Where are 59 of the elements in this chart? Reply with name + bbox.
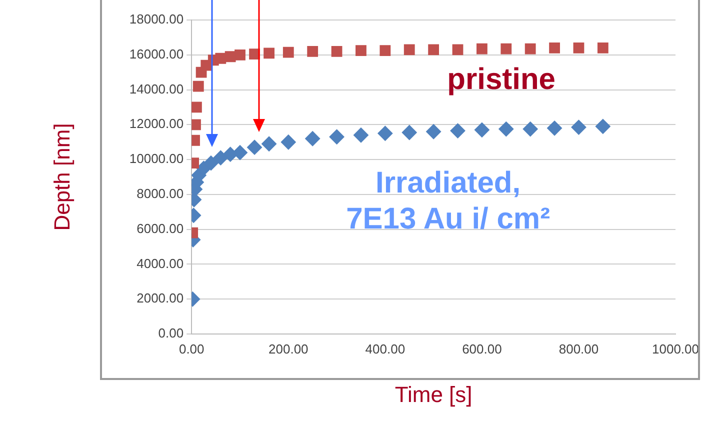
x-axis-title: Time [s] bbox=[394, 382, 472, 407]
y-tick-label: 12000.00 bbox=[129, 116, 184, 132]
point bbox=[331, 46, 342, 57]
point bbox=[452, 44, 464, 56]
point bbox=[426, 124, 442, 140]
point bbox=[192, 102, 202, 113]
point bbox=[247, 140, 262, 155]
y-tick-label: 6000.00 bbox=[136, 220, 184, 236]
point bbox=[305, 131, 320, 146]
x-tick-label: 0.00 bbox=[178, 341, 204, 356]
y-tick-label: 2000.00 bbox=[136, 290, 184, 306]
point bbox=[353, 128, 368, 143]
y-tick-label: 0.00 bbox=[158, 326, 184, 341]
y-tick-label: 18000.00 bbox=[129, 12, 184, 27]
series-label: Irradiated, 7E13 Au i/ cm² bbox=[346, 166, 550, 236]
y-tick-label: 16000.00 bbox=[129, 46, 184, 62]
point bbox=[224, 51, 236, 62]
point bbox=[203, 156, 218, 171]
y-tick-label: 14000.00 bbox=[129, 81, 184, 96]
point bbox=[476, 43, 488, 54]
point bbox=[234, 49, 246, 60]
point bbox=[597, 42, 608, 54]
series-label: pristine bbox=[447, 63, 556, 96]
point bbox=[282, 46, 294, 58]
point bbox=[524, 43, 536, 54]
point bbox=[549, 42, 560, 54]
point bbox=[378, 126, 393, 141]
x-tick-label: 800.00 bbox=[558, 341, 599, 356]
point bbox=[571, 120, 586, 135]
point bbox=[264, 48, 274, 59]
x-tick-label: 400.00 bbox=[365, 341, 406, 356]
point bbox=[380, 45, 391, 56]
point bbox=[500, 43, 512, 54]
point bbox=[404, 44, 415, 56]
point bbox=[428, 44, 440, 56]
point bbox=[356, 45, 366, 56]
point bbox=[402, 125, 417, 140]
point bbox=[547, 120, 562, 136]
x-tick-label: 1000.00 bbox=[652, 341, 700, 356]
point bbox=[213, 150, 228, 166]
point bbox=[522, 122, 538, 137]
point bbox=[262, 136, 277, 152]
point bbox=[329, 129, 344, 144]
point bbox=[474, 122, 490, 138]
x-tick-label: 200.00 bbox=[268, 341, 308, 356]
y-tick-label: 10000.00 bbox=[129, 151, 184, 166]
y-tick-label: 8000.00 bbox=[136, 186, 184, 202]
point bbox=[307, 46, 318, 57]
point bbox=[192, 80, 204, 92]
point bbox=[498, 122, 514, 137]
point bbox=[450, 123, 466, 138]
point bbox=[280, 134, 296, 150]
point bbox=[215, 52, 226, 64]
point bbox=[232, 145, 248, 160]
point bbox=[573, 42, 584, 54]
y-tick-label: 4000.00 bbox=[136, 256, 184, 271]
x-tick-label: 600.00 bbox=[462, 341, 502, 356]
point bbox=[595, 118, 610, 134]
y-axis-title: Depth [nm] bbox=[49, 123, 74, 231]
